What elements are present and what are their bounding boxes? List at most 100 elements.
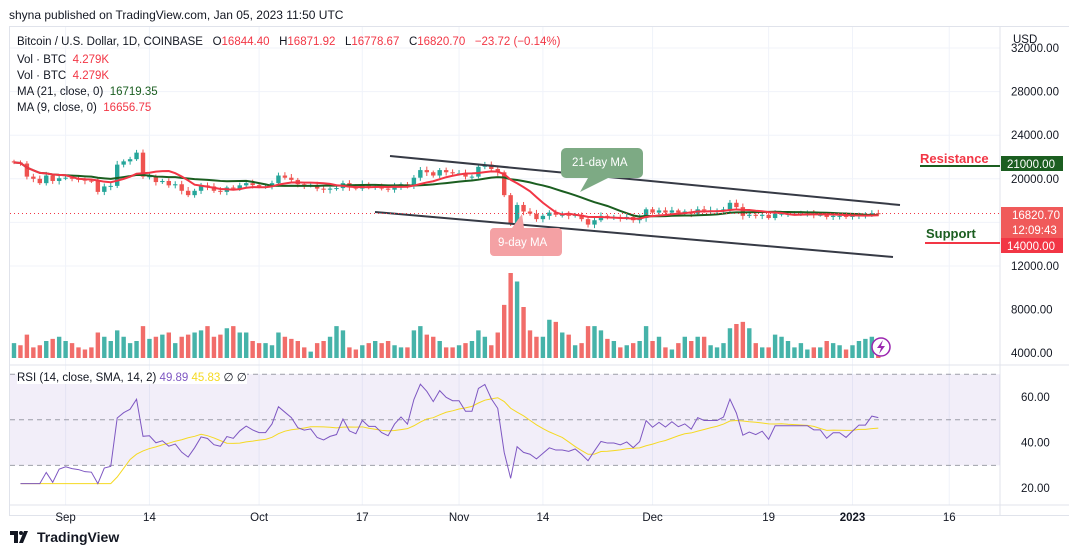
- volume-bar: [540, 336, 546, 358]
- rsi-empty-2: ∅: [236, 372, 247, 384]
- volume-bar: [830, 343, 836, 358]
- volume-bar: [160, 334, 165, 358]
- tradingview-logo[interactable]: TradingView: [10, 529, 119, 545]
- open-label: O: [212, 36, 222, 48]
- candle: [669, 206, 675, 215]
- volume-bar: [527, 330, 533, 358]
- candle-body: [160, 180, 165, 183]
- rsi-line: [20, 383, 879, 485]
- candle-body: [56, 178, 62, 181]
- volume-bar: [224, 328, 230, 358]
- price-tick: 4000.00: [1011, 348, 1053, 360]
- candle: [160, 178, 165, 184]
- candle-body: [102, 186, 107, 192]
- ma9-callout-text: 9-day MA: [498, 237, 548, 249]
- volume-bar: [514, 281, 520, 358]
- volume-bar: [437, 341, 442, 358]
- candle-body: [166, 180, 171, 186]
- volume-bar: [44, 341, 49, 358]
- volume-bar: [785, 341, 791, 358]
- volume-bar: [353, 349, 359, 358]
- candle-body: [547, 212, 552, 216]
- candle: [102, 183, 107, 196]
- volume-bar: [856, 341, 862, 358]
- volume-bar: [398, 347, 404, 358]
- candle-body: [656, 210, 662, 213]
- candle-body: [721, 209, 726, 211]
- volume-bar: [95, 332, 101, 358]
- volume-bar: [476, 330, 481, 358]
- legend-vol-2[interactable]: Vol · BTC 4.279K: [17, 70, 109, 82]
- chart-frame: [9, 26, 1069, 516]
- volume-bar: [850, 345, 855, 358]
- volume-bar: [185, 334, 191, 358]
- volume-bar: [179, 336, 184, 358]
- legend-ma21[interactable]: MA (21, close, 0) 16719.35: [17, 86, 158, 98]
- candle-body: [282, 175, 288, 178]
- volume-bar: [134, 341, 139, 358]
- ma9-line: [13, 161, 879, 220]
- candle-body: [508, 195, 513, 224]
- volume-bar: [695, 336, 700, 358]
- volume-bar: [450, 347, 455, 358]
- candle: [334, 185, 339, 191]
- volume-bar: [31, 347, 36, 358]
- candle-body: [727, 202, 733, 210]
- legend-ma9[interactable]: MA (9, close, 0) 16656.75: [17, 102, 151, 114]
- volume-bar: [489, 345, 494, 358]
- candle-body: [489, 164, 494, 169]
- legend-rsi[interactable]: RSI (14, close, SMA, 14, 2) 49.89 45.83 …: [17, 370, 247, 384]
- close-label: C: [408, 36, 418, 48]
- candle-body: [256, 185, 262, 187]
- candle-body: [63, 177, 68, 179]
- candle-body: [869, 213, 875, 215]
- volume-bar: [347, 347, 352, 358]
- candle: [108, 182, 113, 191]
- candle-body: [592, 220, 597, 225]
- candle-body: [521, 204, 526, 212]
- volume-bar: [69, 343, 75, 358]
- volume-bar: [82, 349, 88, 358]
- candle-body: [747, 214, 752, 216]
- candle-body: [527, 211, 533, 214]
- candle-body: [411, 177, 417, 187]
- rsi-label: RSI (14, close, SMA, 14, 2): [17, 372, 157, 384]
- volume-bar: [592, 326, 597, 358]
- volume-bar: [534, 336, 539, 358]
- candle-body: [115, 164, 120, 186]
- volume-bar: [618, 347, 623, 358]
- candle-body: [424, 170, 429, 173]
- volume-bar: [327, 336, 333, 358]
- channel-upper-line: [389, 155, 901, 206]
- volume-bar: [314, 343, 320, 358]
- volume-bar: [566, 334, 571, 358]
- candle: [224, 185, 230, 196]
- volume-bar: [418, 326, 423, 358]
- volume-bar: [385, 341, 391, 358]
- volume-bar: [321, 341, 326, 358]
- legend-vol-1[interactable]: Vol · BTC 4.279K: [17, 54, 109, 66]
- volume-bar: [624, 345, 629, 358]
- ma21-value: 16719.35: [109, 86, 158, 98]
- volume-bar: [205, 326, 210, 358]
- candle-body: [385, 188, 391, 190]
- candle-body: [663, 210, 668, 213]
- volume-bar: [605, 338, 610, 358]
- candle-body: [244, 183, 249, 186]
- candle: [437, 167, 442, 179]
- currency-label[interactable]: USD: [1013, 34, 1038, 46]
- volume-bar: [192, 332, 197, 358]
- time-tick: 17: [356, 512, 369, 524]
- candle-body: [682, 211, 687, 213]
- candle: [643, 207, 649, 222]
- volume-bar: [289, 338, 294, 358]
- candle-body: [495, 168, 500, 173]
- resistance-label: Resistance: [920, 151, 989, 166]
- candle-body: [502, 172, 507, 196]
- volume-bar: [643, 326, 649, 358]
- symbol-name: Bitcoin / U.S. Dollar, 1D, COINBASE: [17, 36, 203, 48]
- volume-bar: [140, 326, 146, 358]
- volume-bar: [102, 336, 107, 358]
- candle: [424, 166, 429, 176]
